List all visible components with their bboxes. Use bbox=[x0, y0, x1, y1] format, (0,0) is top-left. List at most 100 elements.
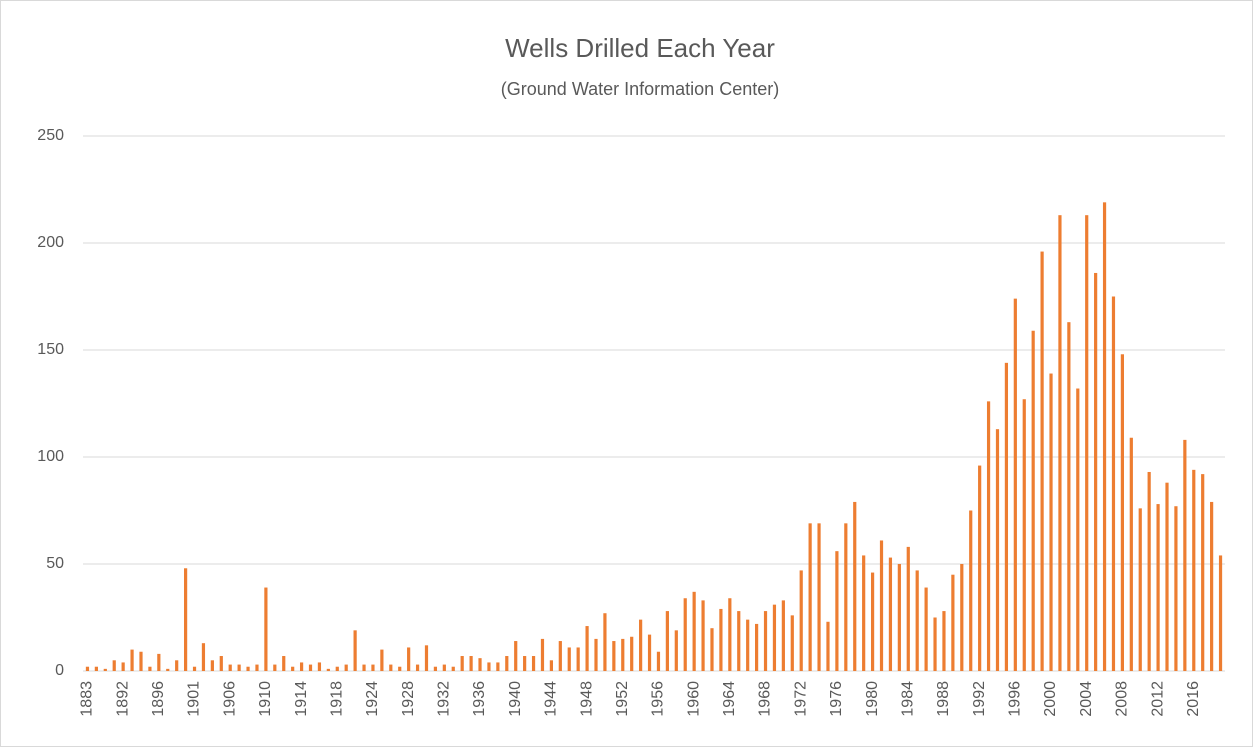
bar bbox=[1129, 437, 1133, 671]
bar bbox=[121, 662, 125, 671]
x-tick-label: 1976 bbox=[828, 681, 845, 717]
bar bbox=[647, 634, 652, 671]
bar bbox=[415, 664, 420, 671]
bar bbox=[531, 656, 536, 671]
bar bbox=[1094, 272, 1098, 671]
bar bbox=[960, 564, 964, 671]
bar bbox=[978, 465, 982, 671]
bar bbox=[255, 664, 259, 671]
bar bbox=[308, 664, 313, 671]
x-tick-label: 1932 bbox=[436, 681, 453, 717]
x-tick-label: 1956 bbox=[650, 681, 667, 717]
bar bbox=[1192, 469, 1196, 671]
bar bbox=[835, 551, 839, 671]
bar bbox=[1004, 362, 1009, 671]
bar bbox=[728, 598, 732, 671]
bar bbox=[540, 638, 545, 671]
bar bbox=[817, 523, 821, 671]
bar bbox=[1210, 501, 1214, 671]
x-tick-label: 1896 bbox=[150, 681, 167, 717]
bar bbox=[210, 660, 214, 671]
x-tick-label: 1883 bbox=[79, 681, 96, 717]
bar bbox=[1147, 471, 1151, 671]
x-tick-label: 1901 bbox=[186, 681, 203, 717]
x-tick-label: 1948 bbox=[578, 681, 595, 717]
bar bbox=[112, 660, 116, 671]
bar bbox=[219, 656, 223, 671]
bar bbox=[888, 557, 893, 671]
bar bbox=[317, 662, 322, 671]
bar bbox=[478, 658, 482, 671]
bar bbox=[371, 664, 375, 671]
bar bbox=[166, 668, 170, 671]
x-tick-label: 1944 bbox=[543, 681, 560, 717]
bar bbox=[407, 647, 411, 671]
bar bbox=[567, 647, 571, 671]
bar bbox=[1085, 215, 1089, 671]
bar bbox=[1040, 251, 1044, 671]
bar bbox=[656, 651, 661, 671]
bar bbox=[933, 617, 937, 671]
x-tick-label: 1910 bbox=[257, 681, 274, 717]
bar bbox=[1174, 506, 1178, 671]
bar bbox=[505, 656, 509, 671]
bar bbox=[692, 591, 696, 671]
bar bbox=[772, 604, 777, 671]
bar bbox=[799, 570, 803, 671]
bar bbox=[665, 611, 669, 671]
y-tick-label: 250 bbox=[37, 127, 64, 144]
bar bbox=[362, 664, 366, 671]
bar bbox=[1165, 482, 1169, 671]
bar bbox=[1138, 508, 1142, 671]
x-tick-label: 1914 bbox=[293, 681, 310, 717]
bar bbox=[237, 664, 241, 671]
bar bbox=[897, 564, 901, 671]
bar bbox=[514, 641, 518, 671]
bar bbox=[621, 638, 625, 671]
bar bbox=[496, 662, 500, 671]
y-tick-label: 150 bbox=[37, 341, 64, 358]
x-tick-label: 1972 bbox=[792, 681, 809, 717]
bar bbox=[549, 660, 553, 671]
x-tick-label: 1906 bbox=[221, 681, 238, 717]
x-tick-label: 1996 bbox=[1007, 681, 1024, 717]
bar bbox=[264, 587, 268, 671]
bar bbox=[915, 570, 919, 671]
bar bbox=[487, 662, 491, 671]
bar bbox=[282, 656, 286, 671]
x-tick-label: 1988 bbox=[935, 681, 952, 717]
y-tick-label: 100 bbox=[37, 448, 64, 465]
bar bbox=[460, 656, 464, 671]
bar bbox=[1156, 504, 1160, 671]
bar bbox=[335, 666, 339, 671]
bar bbox=[1076, 388, 1080, 671]
bar bbox=[1111, 296, 1116, 671]
x-tick-label: 1936 bbox=[471, 681, 488, 717]
bar bbox=[433, 666, 438, 671]
bar bbox=[1031, 330, 1035, 671]
bar bbox=[175, 660, 179, 671]
bar bbox=[763, 611, 768, 671]
x-tick-label: 1928 bbox=[400, 681, 417, 717]
bar bbox=[1218, 555, 1223, 671]
bar bbox=[585, 626, 589, 671]
bar bbox=[808, 523, 812, 671]
x-tick-label: 1980 bbox=[864, 681, 881, 717]
bar bbox=[612, 641, 616, 671]
bar bbox=[201, 643, 206, 671]
bar bbox=[558, 641, 562, 671]
bar bbox=[184, 568, 188, 671]
bar bbox=[523, 656, 527, 671]
x-tick-label: 1952 bbox=[614, 681, 631, 717]
x-tick-label: 2016 bbox=[1185, 681, 1202, 717]
bar bbox=[674, 630, 678, 671]
bar bbox=[273, 664, 277, 671]
x-tick-label: 1968 bbox=[757, 681, 774, 717]
bar bbox=[594, 638, 598, 671]
x-tick-label: 1964 bbox=[721, 681, 738, 717]
bar bbox=[380, 649, 384, 671]
x-tick-label: 1984 bbox=[899, 681, 916, 717]
x-tick-label: 2004 bbox=[1078, 681, 1095, 717]
bar bbox=[246, 666, 250, 671]
bar bbox=[710, 628, 714, 671]
